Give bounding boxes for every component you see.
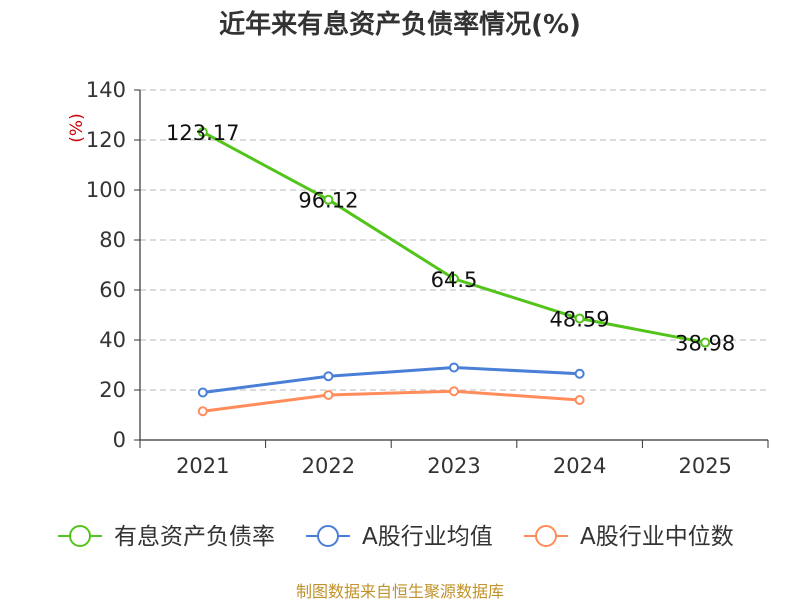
legend-marker [69, 525, 91, 547]
data-point [323, 390, 334, 400]
y-tick-label: 120 [86, 128, 126, 152]
data-point [700, 337, 711, 348]
data-label: 38.98 [675, 332, 735, 356]
y-tick-label: 20 [99, 378, 126, 402]
chart-title: 近年来有息资产负债率情况(%) [219, 9, 581, 40]
series-layer [197, 127, 711, 417]
y-tick-label: 0 [113, 428, 126, 452]
legend-label: A股行业均值 [362, 524, 493, 550]
series-line-0 [202, 130, 706, 345]
x-tick-label: 2024 [553, 454, 606, 478]
legend-marker [317, 525, 339, 547]
data-labels: 123.17 96.12 64.5 48.59 38.98 [166, 121, 735, 355]
axes: 0 20 40 60 80 100 120 140 2021 2022 2023 2024 2025 [86, 78, 769, 478]
data-point [574, 313, 585, 324]
data-label: 96.12 [298, 189, 358, 213]
y-tick-label: 40 [99, 328, 126, 352]
y-tick-label: 140 [86, 78, 126, 102]
series-line-1 [202, 366, 580, 394]
data-point [323, 194, 334, 205]
data-point [197, 406, 208, 417]
source-note: 制图数据来自恒生聚源数据库 [296, 582, 504, 600]
data-point [449, 386, 459, 397]
legend-label: A股行业中位数 [580, 524, 734, 550]
data-point [197, 387, 208, 398]
data-point [197, 127, 208, 138]
series-line-2 [202, 389, 580, 413]
data-point [574, 368, 585, 379]
x-tick-label: 2021 [176, 454, 229, 478]
data-label: 123.17 [166, 121, 239, 145]
y-tick-label: 80 [99, 228, 126, 252]
legend: 有息资产负债率 A股行业均值 A股行业中位数 [58, 524, 734, 550]
y-tick-label: 60 [99, 278, 126, 302]
x-tick-label: 2023 [427, 454, 480, 478]
data-label: 64.5 [431, 268, 478, 292]
x-tick-label: 2022 [302, 454, 355, 478]
legend-marker [535, 525, 557, 547]
legend-label: 有息资产负债率 [114, 524, 275, 550]
y-axis-label: (%) [67, 113, 87, 142]
data-label: 48.59 [550, 308, 610, 332]
data-point [574, 395, 585, 405]
y-tick-label: 100 [86, 178, 126, 202]
data-point [323, 371, 334, 382]
data-point [449, 273, 459, 284]
data-point [449, 362, 459, 373]
x-tick-label: 2025 [678, 454, 731, 478]
gridlines [140, 89, 768, 391]
